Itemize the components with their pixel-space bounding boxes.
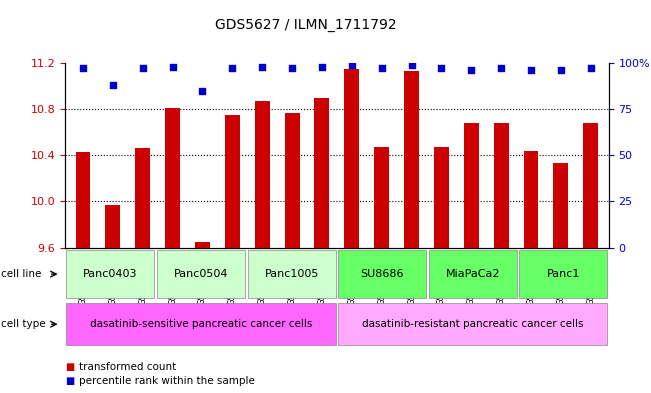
Point [526,67,536,73]
Bar [519,250,607,298]
Bar [314,97,329,248]
Point [436,65,447,72]
Point [167,63,178,70]
Bar [66,250,154,298]
Text: Panc1005: Panc1005 [264,269,319,279]
Point [496,65,506,72]
Bar [225,115,240,248]
Text: dasatinib-sensitive pancreatic cancer cells: dasatinib-sensitive pancreatic cancer ce… [90,319,312,329]
Text: cell type: cell type [1,319,46,329]
Point [287,65,298,72]
Point [585,65,596,72]
Bar [583,123,598,248]
Point [227,65,238,72]
Point [107,82,118,88]
Text: ■: ■ [65,376,74,386]
Bar [247,250,336,298]
Bar [553,163,568,248]
Bar [195,242,210,248]
Bar [429,250,517,298]
Text: cell line: cell line [1,269,41,279]
Bar [404,71,419,248]
Text: Panc0403: Panc0403 [83,269,137,279]
Point [317,63,327,70]
Bar [338,250,426,298]
Bar [523,151,538,248]
Text: ■: ■ [65,362,74,373]
Bar [76,152,90,248]
Bar [464,123,478,248]
Text: Panc1: Panc1 [547,269,580,279]
Bar [338,303,607,345]
Bar [344,69,359,248]
Bar [157,250,245,298]
Bar [434,147,449,248]
Point [137,65,148,72]
Text: Panc0504: Panc0504 [174,269,229,279]
Bar [66,303,336,345]
Bar [374,147,389,248]
Bar [165,108,180,248]
Point [257,63,268,70]
Text: MiaPaCa2: MiaPaCa2 [445,269,500,279]
Point [78,65,89,72]
Point [346,62,357,68]
Bar [284,112,299,248]
Text: GDS5627 / ILMN_1711792: GDS5627 / ILMN_1711792 [215,18,396,32]
Point [376,65,387,72]
Point [197,87,208,94]
Bar [105,205,120,248]
Text: dasatinib-resistant pancreatic cancer cells: dasatinib-resistant pancreatic cancer ce… [362,319,583,329]
Text: SU8686: SU8686 [361,269,404,279]
Bar [493,123,508,248]
Text: transformed count: transformed count [79,362,176,373]
Bar [255,101,270,248]
Point [556,67,566,73]
Text: percentile rank within the sample: percentile rank within the sample [79,376,255,386]
Point [406,62,417,68]
Bar [135,148,150,248]
Point [466,67,477,73]
